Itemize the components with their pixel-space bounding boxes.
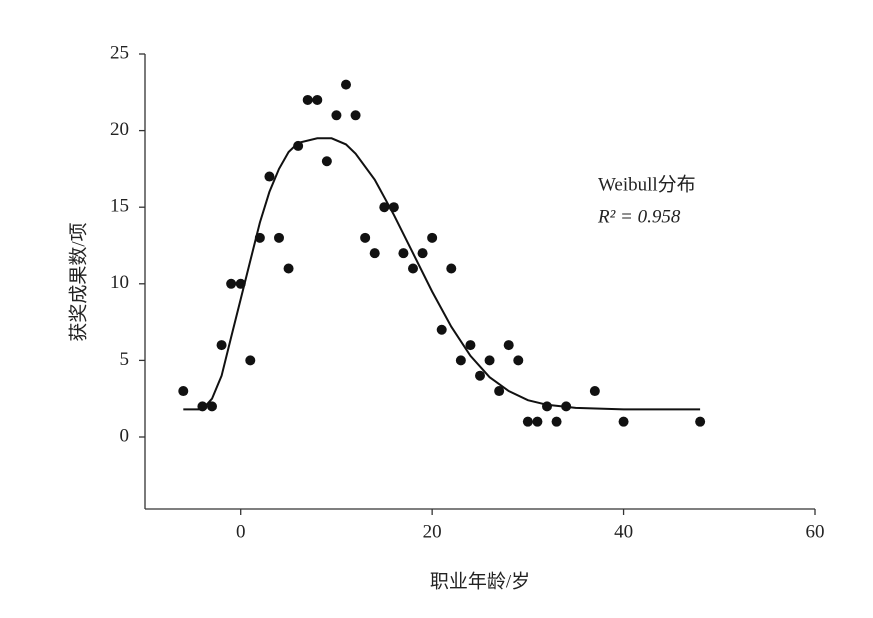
point [264,171,275,182]
point [360,232,371,243]
point [695,416,706,427]
y-tick-label: 10 [110,272,129,293]
point [178,386,189,397]
point [398,248,409,259]
point [446,263,457,274]
point [503,340,514,351]
point [589,386,600,397]
point [312,94,323,105]
y-tick-label: 15 [110,196,129,217]
point [293,140,304,151]
point [379,202,390,213]
x-tick-label: 60 [806,521,825,542]
x-tick-label: 20 [423,521,442,542]
point [484,355,495,366]
point [321,156,332,167]
fit-curve [183,137,701,411]
point [369,248,380,259]
point [513,355,524,366]
point [532,416,543,427]
point [618,416,629,427]
point [455,355,466,366]
annotation: R² = 0.958 [597,206,681,227]
point [350,110,361,121]
point [561,401,572,412]
point [417,248,428,259]
point [522,416,533,427]
y-tick-label: 5 [120,349,130,370]
point [302,94,313,105]
y-tick-label: 20 [110,119,129,140]
point [226,278,237,289]
point [465,340,476,351]
point [197,401,208,412]
point [207,401,217,412]
point [388,202,399,213]
point [427,232,438,243]
y-tick-label: 0 [120,425,130,446]
y-axis-label: 获奖成果数/项 [67,222,89,341]
point [283,263,294,274]
x-axis-label: 职业年龄/岁 [430,570,530,592]
point [274,232,284,243]
point [341,79,351,90]
annotation: Weibull分布 [598,173,696,195]
point [475,370,485,381]
point [331,110,342,121]
point [551,416,562,427]
point [436,324,447,335]
point [245,355,256,366]
x-tick-label: 40 [614,521,633,542]
y-tick-label: 25 [110,42,129,63]
point [408,263,418,274]
point [216,340,227,351]
point [542,401,552,412]
point [494,386,505,397]
point [254,232,265,243]
x-tick-label: 0 [236,521,246,542]
point [235,278,246,289]
